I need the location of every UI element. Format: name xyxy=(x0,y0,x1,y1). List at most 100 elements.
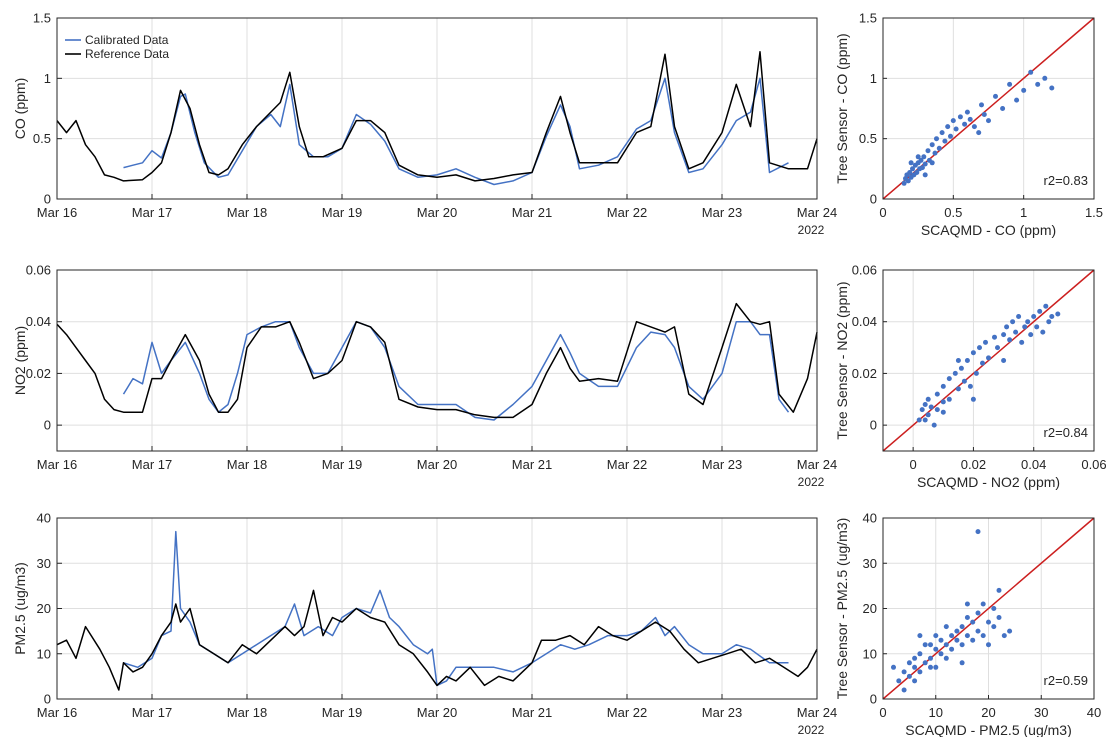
scatter-point xyxy=(925,412,931,418)
x-tick-label: Mar 22 xyxy=(607,205,647,220)
y-tick-label: 0 xyxy=(44,418,51,433)
scatter-point xyxy=(964,109,970,115)
y-tick-label: 40 xyxy=(863,511,877,526)
scatter-point xyxy=(955,386,961,392)
scatter-point xyxy=(975,628,981,634)
scatter-point xyxy=(922,642,928,648)
scatter-point xyxy=(940,409,946,415)
scatter-point xyxy=(1028,332,1034,338)
scatter-point xyxy=(991,624,997,630)
scatter-point xyxy=(970,396,976,402)
y-tick-label: 20 xyxy=(863,601,877,616)
x-tick-label: 1.5 xyxy=(1085,205,1103,220)
identity-line xyxy=(882,269,1095,452)
scatter-point xyxy=(931,422,937,428)
year-label: 2022 xyxy=(798,723,825,737)
scatter-point xyxy=(905,178,911,184)
scatter-point xyxy=(925,396,931,402)
scatter-point xyxy=(922,172,928,178)
scatter-point xyxy=(977,345,982,351)
scatter-point xyxy=(1021,87,1027,93)
scatter-point xyxy=(943,655,949,661)
y-axis-label: Tree Sensor - NO2 (ppm) xyxy=(834,281,850,439)
x-tick-label: 0.02 xyxy=(961,457,986,472)
y-tick-label: 0.5 xyxy=(859,131,877,146)
scatter-point xyxy=(908,160,914,166)
scatter-point xyxy=(936,145,942,151)
scatter-point xyxy=(991,606,997,611)
co-scatter: 0 0.5 1 1.5 0 0.5 1 1.5 r2=0.83 SCAQMD - CO (ppm)… xyxy=(834,11,1103,239)
scatter-point xyxy=(1040,329,1046,335)
y-axis-label: CO (ppm) xyxy=(12,78,28,139)
y-axis-label: Tree Sensor - PM2.5 (ug/m3) xyxy=(834,518,850,700)
scatter-point xyxy=(1007,337,1013,343)
scatter-point xyxy=(964,615,970,620)
y-tick-label: 1 xyxy=(870,71,877,86)
scatter-point xyxy=(1042,75,1048,81)
no2-scatter: 0 0.02 0.04 0.06 0 0.02 0.04 0.06 r2=0.84 SCAQMD … xyxy=(834,263,1107,491)
scatter-point xyxy=(1016,314,1022,319)
x-tick-label: Mar 21 xyxy=(512,705,552,720)
scatter-point xyxy=(1046,319,1052,325)
y-axis-label: Tree Sensor - CO (ppm) xyxy=(834,33,850,183)
scatter-point xyxy=(919,407,925,413)
scatter-point xyxy=(945,124,951,130)
scatter-point xyxy=(975,610,981,616)
x-tick-label: Mar 17 xyxy=(132,457,172,472)
y-axis-label: PM2.5 (ug/m3) xyxy=(12,562,28,655)
scatter-point xyxy=(959,642,965,648)
x-tick-label: Mar 19 xyxy=(322,457,362,472)
scatter-point xyxy=(979,102,984,108)
scatter-point xyxy=(928,404,934,410)
x-tick-label: 0 xyxy=(879,205,886,220)
scatter-point xyxy=(964,633,970,639)
scatter-point xyxy=(934,391,940,397)
scatter-point xyxy=(983,339,988,345)
series-line-calibrated xyxy=(122,320,790,421)
scatter-point xyxy=(959,624,965,630)
x-tick-label: Mar 18 xyxy=(227,205,267,220)
scatter-point xyxy=(929,160,935,166)
scatter-point xyxy=(980,360,985,366)
series-line-calibrated xyxy=(123,77,789,186)
x-tick-label: Mar 21 xyxy=(512,205,552,220)
y-tick-label: 1.5 xyxy=(859,11,877,26)
scatter-point xyxy=(1001,332,1007,338)
scatter-point xyxy=(1019,339,1025,345)
scatter-point xyxy=(912,664,918,670)
scatter-point xyxy=(943,642,949,648)
x-tick-label: Mar 16 xyxy=(37,705,77,720)
scatter-point xyxy=(964,358,970,363)
scatter-point xyxy=(929,142,935,148)
y-tick-label: 10 xyxy=(37,646,51,661)
r2-annotation: r2=0.59 xyxy=(1044,673,1088,688)
x-tick-label: Mar 16 xyxy=(37,457,77,472)
y-tick-label: 20 xyxy=(37,601,51,616)
x-tick-label: Mar 17 xyxy=(132,705,172,720)
scatter-point xyxy=(922,161,928,167)
scatter-point xyxy=(970,637,976,643)
scatter-point xyxy=(975,529,981,535)
scatter-point xyxy=(940,399,946,405)
scatter-point xyxy=(973,370,979,376)
scatter-point xyxy=(1013,329,1019,335)
x-tick-label: 0 xyxy=(910,457,917,472)
x-tick-label: Mar 18 xyxy=(227,457,267,472)
y-tick-label: 0.04 xyxy=(852,314,877,329)
scatter-point xyxy=(1001,633,1007,639)
scatter-point xyxy=(1022,324,1028,330)
x-tick-label: Mar 24 xyxy=(797,205,837,220)
y-tick-label: 0 xyxy=(870,418,877,433)
x-tick-label: Mar 18 xyxy=(227,705,267,720)
y-tick-label: 0 xyxy=(44,692,51,707)
y-tick-label: 40 xyxy=(37,511,51,526)
scatter-point xyxy=(1034,324,1040,330)
scatter-point xyxy=(953,126,959,132)
scatter-point xyxy=(986,619,991,625)
x-tick-label: Mar 24 xyxy=(797,705,837,720)
y-axis-label: NO2 (ppm) xyxy=(12,326,28,395)
scatter-point xyxy=(917,651,923,657)
scatter-point xyxy=(993,93,998,99)
scatter-point xyxy=(954,637,960,643)
